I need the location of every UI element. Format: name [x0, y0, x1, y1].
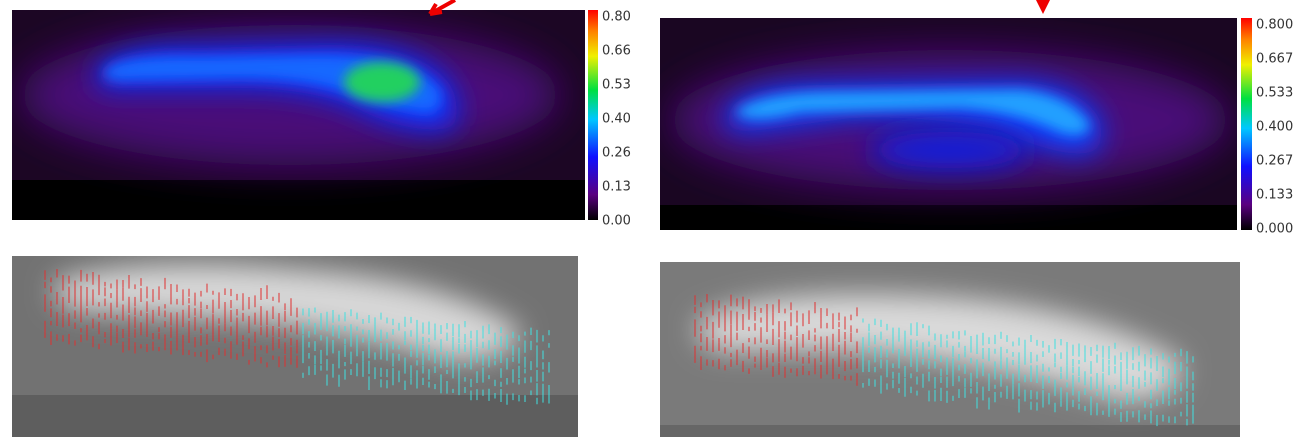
- velocity-map-left: [12, 256, 578, 437]
- heatmap-left: [12, 10, 585, 220]
- colorbar-label: 0.66: [602, 44, 631, 59]
- colorbar: [588, 10, 598, 220]
- colorbar-label: 0.533: [1256, 86, 1293, 101]
- colorbar-label: 0.133: [1256, 188, 1293, 203]
- colorbar-label: 0.40: [602, 112, 631, 127]
- pointer-arrow: [1036, 0, 1050, 14]
- velocity-map-right: [660, 262, 1240, 437]
- pointer-arrow: [428, 0, 456, 16]
- colorbar-label: 0.667: [1256, 52, 1293, 67]
- colorbar-label: 0.000: [1256, 222, 1293, 237]
- colorbar-label: 0.26: [602, 146, 631, 161]
- colorbar-label: 0.800: [1256, 18, 1293, 33]
- colorbar-label: 0.267: [1256, 154, 1293, 169]
- colorbar-label: 0.13: [602, 180, 631, 195]
- colorbar-labels: 0.80 0.66 0.53 0.40 0.26 0.13 0.00 0.800 0.667 0.…: [602, 10, 1293, 237]
- colorbar-label: 0.80: [602, 10, 631, 25]
- colorbar-label: 0.400: [1256, 120, 1293, 135]
- heatmap-right: [660, 18, 1237, 230]
- colorbar: [1241, 18, 1252, 230]
- colorbar-label: 0.00: [602, 214, 631, 229]
- colorbar-label: 0.53: [602, 78, 631, 93]
